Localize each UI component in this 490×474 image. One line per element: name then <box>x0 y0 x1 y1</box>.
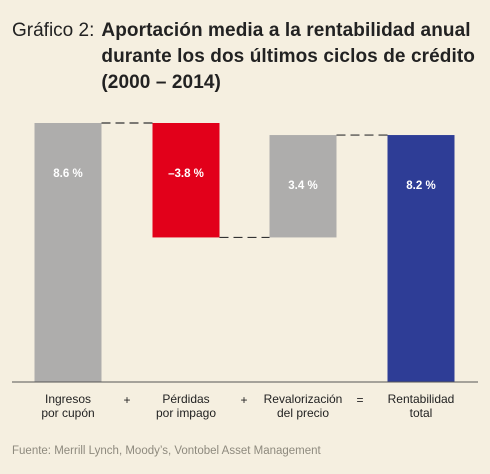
category-label-4-line-1: Rentabilidad <box>388 392 455 406</box>
figure-number: Gráfico 2: <box>12 20 95 41</box>
data-label-3: 3.4 % <box>288 180 317 192</box>
category-label-2-line-2: por impago <box>156 406 216 420</box>
category-label-1-line-1: Ingresos <box>45 392 91 406</box>
data-label-4: 8.2 % <box>406 180 435 192</box>
category-label-4-line-2: total <box>410 406 433 420</box>
data-label-1: 8.6 % <box>53 168 82 180</box>
category-label-2-line-1: Pérdidas <box>162 392 209 406</box>
bar-4 <box>387 135 455 382</box>
operator-2: + <box>240 393 247 407</box>
bar-3 <box>269 135 337 238</box>
operator-3: = <box>356 393 363 407</box>
category-label-3-line-2: del precio <box>277 406 329 420</box>
source-note: Fuente: Merrill Lynch, Moody’s, Vontobel… <box>12 445 321 457</box>
data-label-2: –3.8 % <box>168 168 204 180</box>
chart-heading: Gráfico 2: Aportación media a la rentabi… <box>12 18 482 96</box>
chart-title: Aportación media a la rentabilidad anual… <box>101 20 475 93</box>
bar-1 <box>34 123 102 382</box>
operator-1: + <box>123 393 130 407</box>
category-label-1-line-2: por cupón <box>41 406 94 420</box>
bar-2 <box>152 123 220 238</box>
category-label-3-line-1: Revalorización <box>264 392 343 406</box>
